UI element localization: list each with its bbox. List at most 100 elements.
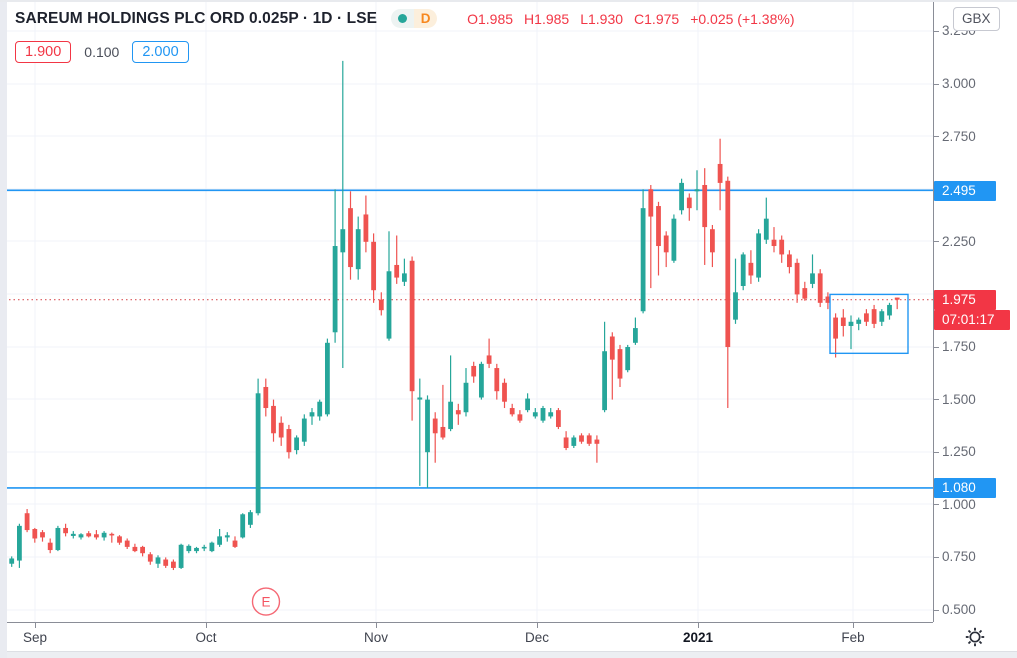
candle	[817, 269, 823, 308]
candle	[563, 431, 569, 451]
candle	[710, 224, 715, 268]
candle	[232, 536, 238, 548]
time-tick	[698, 623, 699, 628]
candle	[779, 235, 785, 263]
candle	[301, 414, 307, 446]
earnings-marker[interactable]: E	[251, 587, 281, 616]
price-tick	[934, 136, 939, 137]
ohlc-low: L1.930	[580, 10, 624, 27]
candle	[794, 258, 800, 303]
time-axis-label: Sep	[22, 630, 48, 645]
currency-badge[interactable]: GBX	[953, 7, 1000, 31]
candle	[694, 170, 700, 211]
price-tick	[934, 241, 939, 242]
time-axis[interactable]: Sep Oct Nov Dec 2021 Feb	[0, 622, 933, 652]
time-tick	[206, 623, 207, 628]
candle	[317, 399, 323, 421]
range-high-badge[interactable]: 2.000	[132, 41, 189, 63]
candle	[124, 538, 130, 549]
time-axis-label: Feb	[841, 630, 865, 645]
candle	[463, 368, 469, 417]
candle	[171, 559, 176, 571]
time-tick	[376, 623, 377, 628]
price-tick-label: 1.500	[942, 391, 976, 407]
candle	[194, 546, 199, 554]
symbol-status-group: D	[391, 9, 438, 28]
candle	[309, 408, 315, 425]
candle	[163, 557, 169, 568]
candle	[586, 433, 592, 446]
price-tick	[934, 347, 939, 348]
candle	[109, 532, 115, 543]
time-axis-label: Nov	[363, 630, 389, 645]
gridlines	[0, 0, 933, 622]
candle	[856, 317, 862, 331]
candle	[763, 197, 769, 244]
candle	[579, 433, 584, 444]
candle	[517, 410, 523, 423]
candle	[332, 189, 338, 343]
ohlc-close: C1.975	[634, 10, 680, 27]
candle	[402, 258, 407, 286]
candle	[771, 227, 777, 253]
candle	[609, 332, 615, 400]
candle	[656, 201, 661, 276]
candle	[355, 216, 361, 280]
ohlc-high: H1.985	[524, 10, 570, 27]
price-axis[interactable]: GBX 3.2503.0002.7502.2501.7501.5001.2501…	[933, 0, 1017, 622]
candle	[617, 344, 623, 387]
candle	[140, 545, 145, 557]
candle	[871, 304, 877, 329]
range-low-badge[interactable]: 1.900	[15, 41, 72, 63]
candle	[432, 412, 438, 463]
time-axis-label: Dec	[524, 630, 550, 645]
candle	[417, 378, 423, 486]
candle	[825, 292, 831, 310]
candle	[532, 408, 538, 419]
candle	[633, 317, 638, 345]
price-tick	[934, 31, 939, 32]
candle	[240, 513, 246, 539]
ohlc-readout: O1.985 H1.985 L1.930 C1.975 +0.025 (+1.3…	[467, 11, 794, 27]
level-price-badge: 2.495	[934, 180, 996, 201]
candle	[494, 363, 500, 400]
candle	[540, 405, 546, 423]
candle	[525, 393, 530, 413]
rectangle-drawing[interactable]	[829, 293, 909, 355]
candle	[224, 532, 230, 542]
candle	[486, 338, 492, 369]
candle	[479, 361, 484, 400]
price-tick-label: 1.250	[942, 444, 976, 460]
candle	[556, 408, 561, 430]
symbol-title[interactable]: SAREUM HOLDINGS PLC ORD 0.025P · 1D · LS…	[15, 9, 378, 27]
candle	[887, 302, 892, 320]
time-axis-label: Oct	[195, 630, 217, 645]
candle	[40, 530, 45, 542]
chart-pane[interactable]: E SAREUM HOLDINGS PLC ORD 0.025P · 1D · …	[0, 0, 933, 622]
interval-badge[interactable]: D	[414, 9, 438, 28]
candle	[340, 60, 346, 369]
window-top-edge	[0, 0, 1017, 2]
range-diff-label: 0.100	[84, 44, 120, 60]
candle	[425, 395, 430, 488]
candle	[201, 544, 207, 552]
candle	[386, 231, 392, 341]
countdown-badge: 07:01:17	[934, 309, 1010, 330]
candle	[740, 252, 746, 291]
candlestick-chart[interactable]: E	[0, 0, 933, 622]
price-tick	[934, 557, 939, 558]
price-tick	[934, 610, 939, 611]
candle	[509, 403, 515, 417]
candle	[602, 321, 607, 413]
candle	[178, 543, 184, 569]
candle	[378, 292, 384, 316]
candle	[186, 544, 192, 554]
settings-gear-icon[interactable]	[964, 626, 986, 648]
candle	[833, 313, 838, 358]
candle	[348, 191, 353, 280]
candle	[286, 424, 292, 459]
candle	[209, 541, 215, 553]
candle	[810, 254, 815, 289]
axis-corner	[933, 623, 1017, 651]
ohlc-change: +0.025 (+1.38%)	[690, 10, 795, 27]
